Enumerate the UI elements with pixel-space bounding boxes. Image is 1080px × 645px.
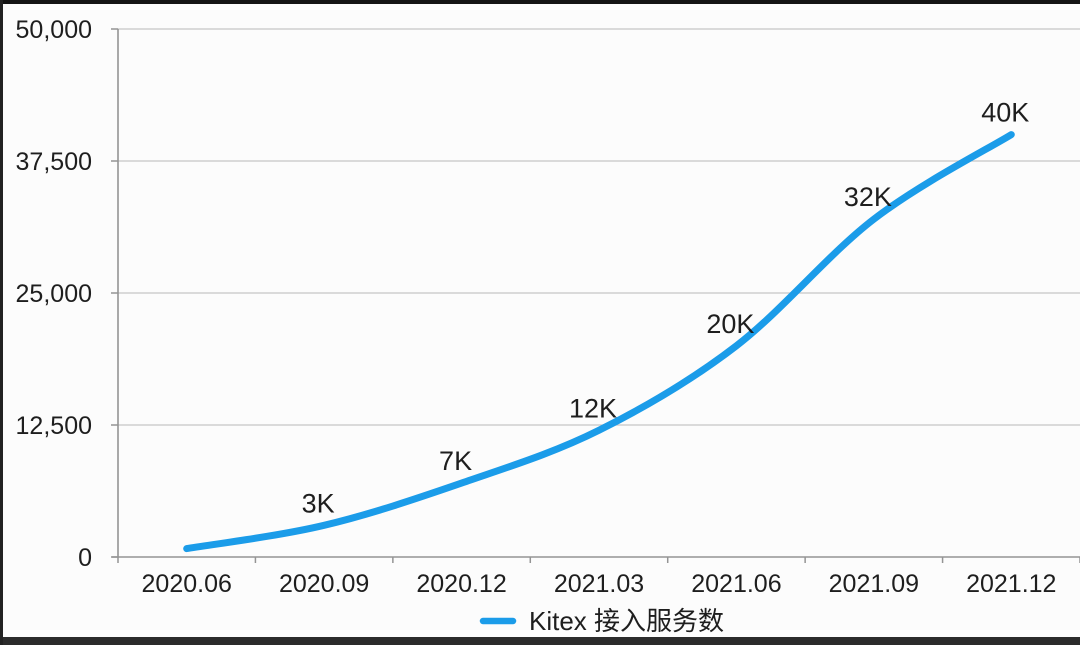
y-axis-label: 25,000: [16, 280, 92, 308]
series-group: [183, 131, 1015, 553]
top-border-bar: [0, 0, 1080, 4]
point-label: 32K: [844, 182, 892, 212]
gridlines-group: [118, 28, 1080, 426]
point-labels-group: 3K 7K 12K 20K 32K 40K: [302, 98, 1030, 519]
x-axis-label: 2020.09: [279, 570, 369, 598]
x-axis-labels-group: 2020.06 2020.09 2020.12 2021.03 2021.06 2021.…: [142, 570, 1057, 598]
y-axis-labels-group: 0 12,500 25,000 37,500 50,000: [16, 16, 92, 572]
left-border-strip: [0, 0, 3, 645]
y-axis-label: 12,500: [16, 412, 92, 440]
bottom-border-bar: [0, 637, 1080, 645]
point-label: 7K: [439, 446, 472, 476]
x-axis-label: 2021.12: [966, 570, 1056, 598]
x-axis-label: 2021.03: [554, 570, 644, 598]
point-label: 20K: [706, 309, 754, 339]
legend: Kitex 接入服务数: [479, 606, 724, 636]
point-label: 40K: [981, 98, 1029, 128]
y-axis-label: 37,500: [16, 148, 92, 176]
x-axis-label: 2020.06: [142, 570, 232, 598]
point-label: 3K: [302, 488, 335, 518]
series-line-kitex-接入服务数: [183, 131, 1015, 553]
x-axis-label: 2021.06: [691, 570, 781, 598]
axes-group: [111, 28, 1080, 563]
legend-label: Kitex 接入服务数: [529, 606, 724, 636]
point-label: 12K: [569, 393, 617, 423]
y-axis-label: 50,000: [16, 16, 92, 44]
x-axis-label: 2020.12: [416, 570, 506, 598]
x-axis-label: 2021.09: [829, 570, 919, 598]
y-axis-label: 0: [78, 544, 92, 572]
